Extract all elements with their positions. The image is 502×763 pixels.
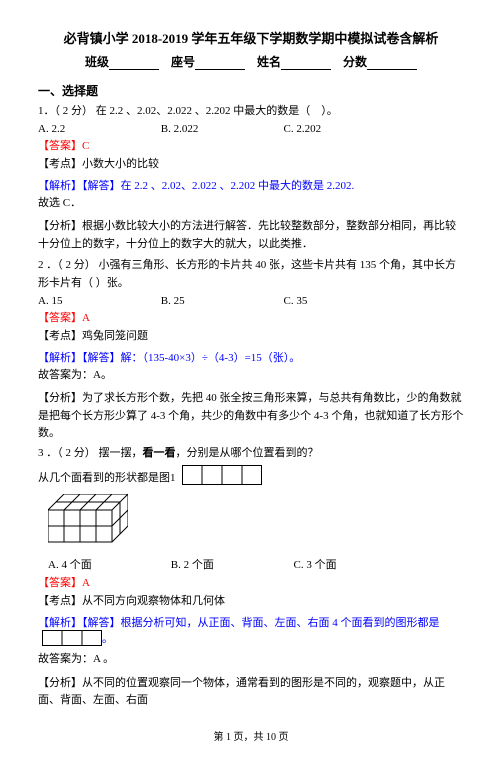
q3-parse1a: 【解析】【解答】根据分析可知，从正面、背面、左面、右面 4 个面看到的图形都是 bbox=[38, 617, 440, 629]
score-label: 分数 bbox=[343, 55, 367, 69]
name-blank bbox=[281, 58, 331, 70]
seat-blank bbox=[195, 58, 245, 70]
q3-stem: 3 ．（ 2 分） 摆一摆，看一看，分别是从哪个位置看到的？ bbox=[38, 445, 464, 463]
q2-optC: C. 35 bbox=[284, 295, 404, 307]
cube-figure-icon bbox=[48, 494, 464, 553]
q2-optA: A. 15 bbox=[38, 295, 158, 307]
q3-stem-c: ，分别是从哪个位置看到的？ bbox=[176, 447, 319, 459]
class-blank bbox=[109, 58, 159, 70]
q3-parse3: 【分析】从不同的位置观察同一个物体，通常看到的图形是不同的，观察题中，从正面、背… bbox=[38, 675, 464, 710]
q1-optB: B. 2.022 bbox=[161, 123, 281, 135]
score-blank bbox=[367, 58, 417, 70]
q1-optA: A. 2.2 bbox=[38, 123, 158, 135]
q3-point: 【考点】从不同方向观察物体和几何体 bbox=[38, 592, 464, 608]
q1-parse2: 故选 C． bbox=[38, 195, 464, 213]
q3-line2-text: 从几个面看到的形状都是图1 bbox=[38, 471, 176, 483]
q3-stem-a: 3 ．（ 2 分） 摆一摆， bbox=[38, 447, 143, 459]
q1-options: A. 2.2 B. 2.022 C. 2.202 bbox=[38, 123, 464, 135]
q3-optB: B. 2 个面 bbox=[171, 556, 291, 572]
page-footer: 第 1 页，共 10 页 bbox=[38, 728, 464, 743]
q1-answer: 【答案】C bbox=[38, 137, 464, 153]
header-blanks: 班级 座号 姓名 分数 bbox=[38, 53, 464, 70]
exam-title: 必背镇小学 2018-2019 学年五年级下学期数学期中模拟试卷含解析 bbox=[38, 28, 464, 47]
section-1-heading: 一、选择题 bbox=[38, 82, 464, 99]
q1-parse1: 【解析】【解答】在 2.2 、2.02、2.022 、2.202 中最大的数是 … bbox=[38, 177, 464, 193]
q1-stem: 1．（ 2 分） 在 2.2 、2.02、2.022 、2.202 中最大的数是… bbox=[38, 103, 464, 121]
q2-parse2: 故答案为：A。 bbox=[38, 367, 464, 385]
q3-optC: C. 3 个面 bbox=[294, 556, 414, 572]
q1-point: 【考点】小数大小的比较 bbox=[38, 155, 464, 171]
q3-parse2: 故答案为：A 。 bbox=[38, 651, 464, 669]
q3-options: A. 4 个面 B. 2 个面 C. 3 个面 bbox=[38, 556, 464, 572]
q2-optB: B. 25 bbox=[161, 295, 281, 307]
boxes-3-icon bbox=[42, 630, 102, 649]
seat-label: 座号 bbox=[171, 55, 195, 69]
q3-stem-b: 看一看 bbox=[143, 447, 176, 459]
q2-stem: 2 ．（ 2 分） 小强有三角形、长方形的卡片共 40 张，这些卡片共有 135… bbox=[38, 257, 464, 292]
q3-optA: A. 4 个面 bbox=[48, 556, 168, 572]
name-label: 姓名 bbox=[257, 55, 281, 69]
q2-parse3: 【分析】为了求长方形个数，先把 40 张全按三角形来算，与总共有角数比，少的角数… bbox=[38, 390, 464, 443]
q2-options: A. 15 B. 25 C. 35 bbox=[38, 295, 464, 307]
q3-line2: 从几个面看到的形状都是图1 bbox=[38, 465, 464, 492]
q3-parse1: 【解析】【解答】根据分析可知，从正面、背面、左面、右面 4 个面看到的图形都是 … bbox=[38, 614, 464, 649]
class-label: 班级 bbox=[85, 55, 109, 69]
boxes-4-icon bbox=[182, 465, 262, 492]
q3-answer: 【答案】A bbox=[38, 574, 464, 590]
q3-parse1b: 。 bbox=[102, 633, 113, 645]
q1-optC: C. 2.202 bbox=[284, 123, 404, 135]
q2-parse1: 【解析】【解答】解：（135-40×3）÷（4-3）=15（张）。 bbox=[38, 349, 464, 365]
q1-parse3: 【分析】根据小数比较大小的方法进行解答．先比较整数部分，整数部分相同，再比较十分… bbox=[38, 218, 464, 253]
q2-answer: 【答案】A bbox=[38, 309, 464, 325]
q2-point: 【考点】鸡兔同笼问题 bbox=[38, 327, 464, 343]
